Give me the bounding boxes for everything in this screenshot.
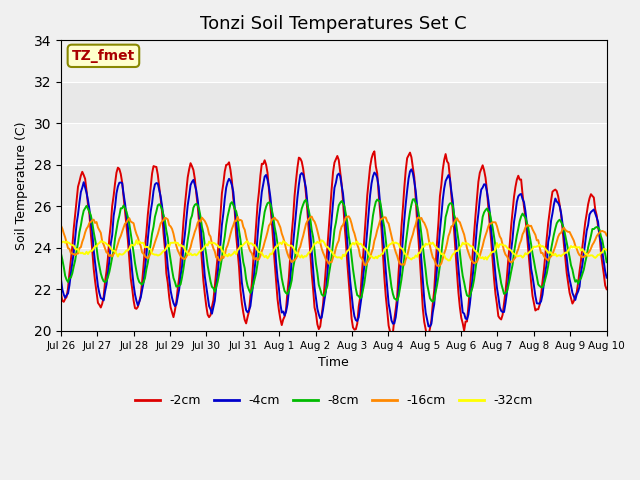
-32cm <box>93 243 100 249</box>
-4cm <box>338 182 346 188</box>
Title: Tonzi Soil Temperatures Set C: Tonzi Soil Temperatures Set C <box>200 15 467 33</box>
-16cm <box>602 229 609 235</box>
-8cm <box>410 196 418 202</box>
-4cm <box>603 275 611 280</box>
-2cm <box>93 289 100 295</box>
-2cm <box>449 208 456 214</box>
-4cm <box>426 324 434 329</box>
Y-axis label: Soil Temperature (C): Soil Temperature (C) <box>15 121 28 250</box>
-32cm <box>530 244 538 250</box>
-32cm <box>602 246 609 252</box>
-16cm <box>603 232 611 238</box>
-8cm <box>429 299 436 305</box>
-2cm <box>57 290 65 296</box>
-8cm <box>449 203 456 208</box>
-16cm <box>57 223 65 228</box>
-16cm <box>93 219 100 225</box>
Bar <box>61 289 607 331</box>
Bar <box>61 206 607 248</box>
-16cm <box>345 214 353 219</box>
-32cm <box>449 252 456 257</box>
-16cm <box>449 223 456 228</box>
-32cm <box>603 247 611 253</box>
Text: TZ_fmet: TZ_fmet <box>72 49 135 63</box>
-32cm <box>132 238 140 243</box>
-32cm <box>339 252 347 258</box>
-4cm <box>57 276 65 282</box>
-32cm <box>57 240 65 246</box>
-2cm <box>530 300 538 306</box>
-8cm <box>603 259 611 265</box>
-4cm <box>93 271 100 277</box>
Line: -2cm: -2cm <box>61 151 607 338</box>
-4cm <box>449 198 456 204</box>
-4cm <box>76 200 83 205</box>
-4cm <box>602 269 609 275</box>
-8cm <box>76 229 83 235</box>
-16cm <box>435 263 442 269</box>
-8cm <box>93 244 100 250</box>
Line: -8cm: -8cm <box>61 199 607 302</box>
-2cm <box>338 181 346 187</box>
-4cm <box>408 167 415 172</box>
-2cm <box>602 283 609 288</box>
Line: -16cm: -16cm <box>61 216 607 266</box>
-8cm <box>338 198 346 204</box>
-2cm <box>76 179 83 184</box>
-4cm <box>530 283 538 288</box>
Line: -32cm: -32cm <box>61 240 607 261</box>
-16cm <box>338 224 346 229</box>
Line: -4cm: -4cm <box>61 169 607 326</box>
-2cm <box>371 148 378 154</box>
-32cm <box>76 250 83 255</box>
Bar <box>61 40 607 82</box>
Legend: -2cm, -4cm, -8cm, -16cm, -32cm: -2cm, -4cm, -8cm, -16cm, -32cm <box>129 389 538 412</box>
Bar <box>61 123 607 165</box>
-2cm <box>423 335 431 341</box>
-8cm <box>602 251 609 257</box>
-2cm <box>603 287 611 292</box>
-32cm <box>445 258 452 264</box>
-16cm <box>76 245 83 251</box>
X-axis label: Time: Time <box>318 356 349 369</box>
-16cm <box>530 229 538 235</box>
-8cm <box>57 251 65 256</box>
-8cm <box>530 258 538 264</box>
